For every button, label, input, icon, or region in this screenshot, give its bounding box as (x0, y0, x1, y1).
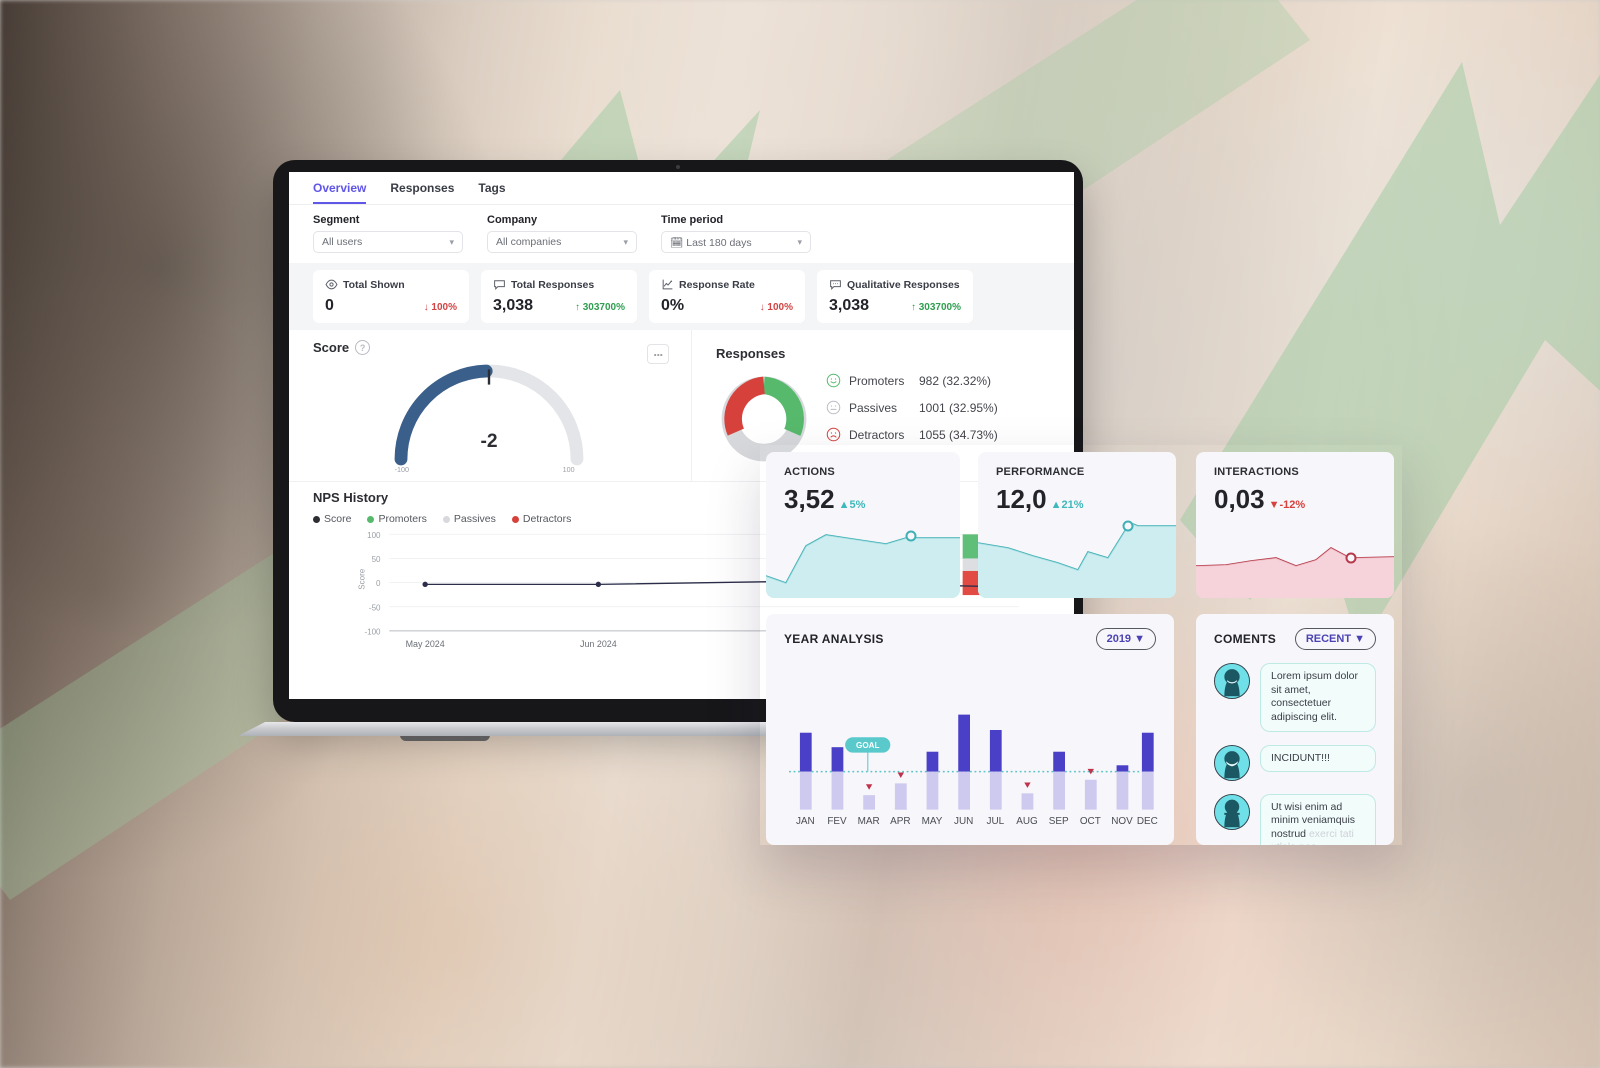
svg-text:MAR: MAR (858, 816, 880, 827)
svg-text:100: 100 (563, 465, 575, 474)
svg-text:FEV: FEV (827, 816, 847, 827)
svg-text:JUN: JUN (954, 816, 973, 827)
svg-text:100: 100 (367, 531, 381, 540)
svg-text:-100: -100 (364, 627, 381, 636)
svg-text:50: 50 (372, 555, 381, 564)
svg-text:0: 0 (376, 579, 381, 588)
svg-text:GOAL: GOAL (856, 741, 880, 750)
svg-text:APR: APR (890, 816, 910, 827)
svg-text:AUG: AUG (1016, 816, 1038, 827)
svg-text:-50: -50 (369, 603, 381, 612)
svg-text:NOV: NOV (1111, 816, 1133, 827)
svg-text:May 2024: May 2024 (406, 639, 445, 649)
svg-text:DEC: DEC (1137, 816, 1158, 827)
svg-text:SEP: SEP (1049, 816, 1069, 827)
svg-text:Jun 2024: Jun 2024 (580, 639, 617, 649)
svg-text:-100: -100 (395, 465, 409, 474)
svg-text:MAY: MAY (922, 816, 943, 827)
svg-text:OCT: OCT (1080, 816, 1101, 827)
svg-text:-2: -2 (480, 431, 497, 452)
svg-text:JUL: JUL (986, 816, 1004, 827)
svg-text:Score: Score (357, 568, 366, 589)
svg-text:JAN: JAN (796, 816, 815, 827)
